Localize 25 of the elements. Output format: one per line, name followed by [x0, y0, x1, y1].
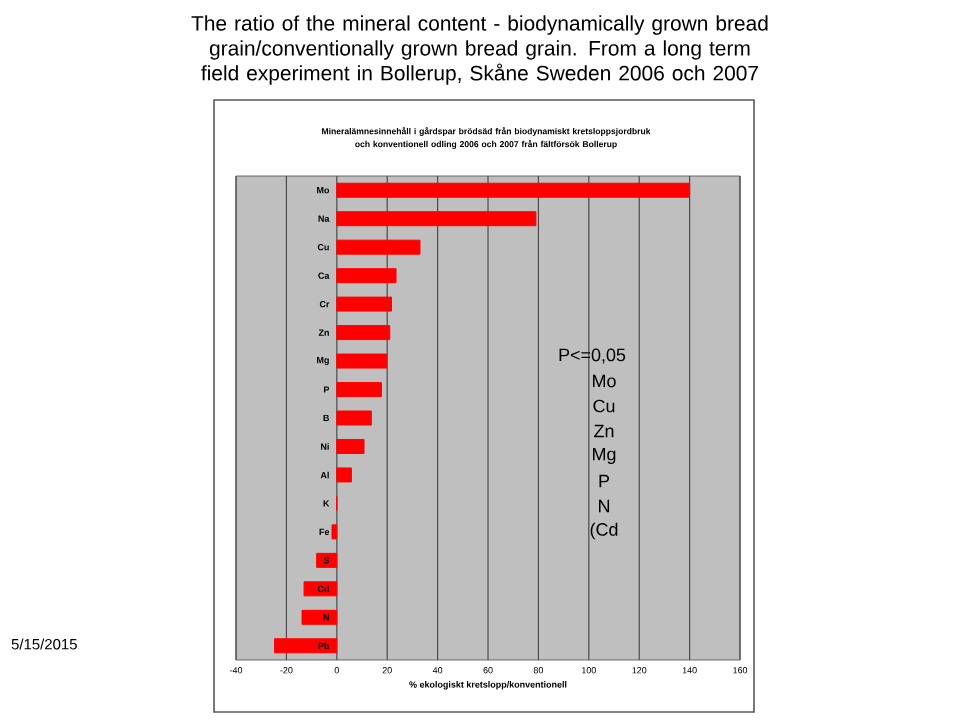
bar [336, 268, 397, 284]
annotation: (Cd [590, 522, 618, 540]
bar [336, 296, 392, 312]
bar [316, 552, 338, 568]
annotation: Zn [594, 424, 614, 438]
bar [336, 353, 388, 369]
annotation: Cu [593, 399, 615, 413]
bar [336, 211, 537, 227]
annotation: N [599, 499, 610, 513]
bar [336, 382, 382, 398]
bar [336, 438, 365, 454]
bar [336, 239, 421, 255]
bar [336, 467, 352, 483]
bar [336, 182, 691, 198]
bar [303, 581, 338, 597]
bar [336, 410, 372, 426]
bar [274, 638, 338, 654]
bar [331, 524, 338, 540]
bar [301, 609, 338, 625]
annotation: Mg [593, 447, 616, 465]
annotation: Mo [593, 374, 616, 388]
bar [336, 325, 391, 341]
annotation: P<=0,05 [559, 348, 626, 364]
chart-title: The ratio of the mineral content - biodynamically grown bread grain/conventionally grown bread grain. From a long term field experiment in Bollerup, Skåne Sweden 2006 och 2007 [191, 15, 768, 85]
annotation: P [599, 474, 610, 488]
